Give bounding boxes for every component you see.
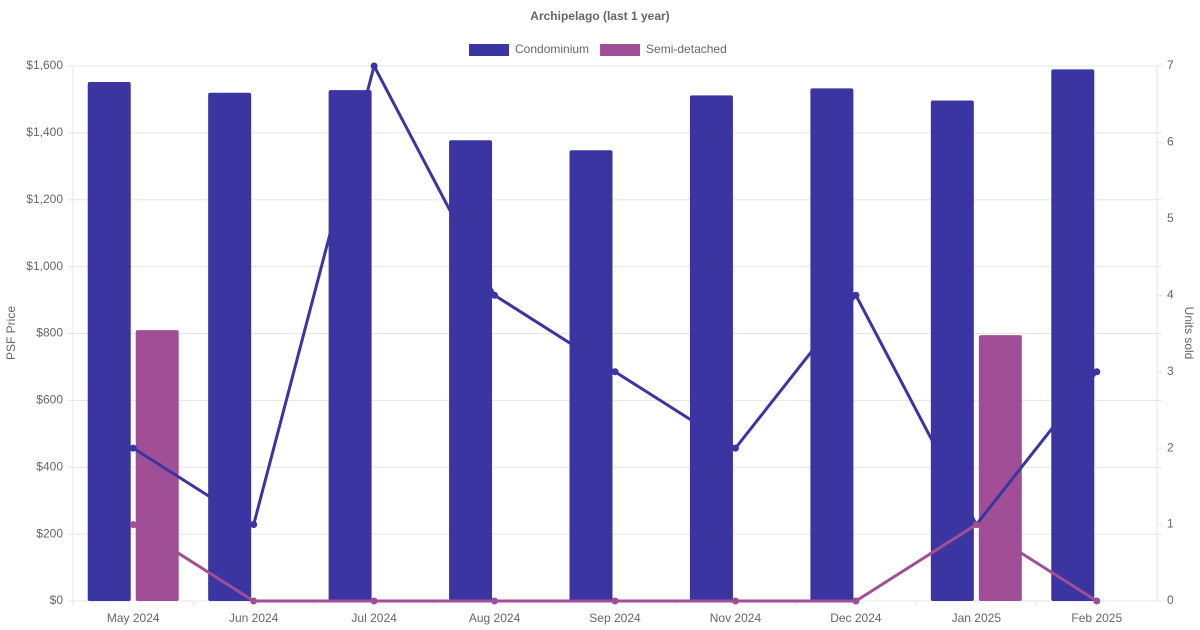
y2-tick-label: 1 (1167, 517, 1174, 531)
y2-tick-label: 6 (1167, 135, 1174, 149)
legend-swatch (600, 44, 641, 56)
line-point (1093, 368, 1101, 376)
x-tick-label: Feb 2025 (1071, 611, 1122, 625)
bar (569, 150, 613, 601)
line-point (611, 368, 619, 376)
line-point (611, 597, 619, 605)
x-tick-label: Nov 2024 (710, 611, 762, 625)
bar (449, 140, 493, 601)
bar (328, 90, 372, 601)
y2-tick-label: 2 (1167, 440, 1174, 454)
line-point (852, 597, 860, 605)
line-point (972, 521, 980, 529)
y-tick-label: $1,400 (26, 125, 63, 139)
bar (689, 95, 733, 602)
chart-title: Archipelago (last 1 year) (530, 9, 669, 23)
x-tick-label: Sep 2024 (589, 611, 641, 625)
line-point (250, 597, 258, 605)
line-point (129, 521, 137, 529)
x-tick-label: Jul 2024 (351, 611, 397, 625)
bar (978, 335, 1022, 601)
y2-tick-label: 5 (1167, 211, 1174, 225)
y-tick-label: $0 (50, 593, 64, 607)
y-tick-label: $400 (36, 459, 63, 473)
y-tick-label: $1,600 (26, 58, 63, 72)
line-point (491, 597, 499, 605)
bar (135, 330, 179, 601)
bar (87, 82, 131, 602)
line-point (370, 62, 378, 70)
bar (810, 88, 854, 601)
y-tick-label: $1,200 (26, 192, 63, 206)
line-point (731, 597, 739, 605)
line-point (250, 521, 258, 529)
y2-tick-label: 3 (1167, 364, 1174, 378)
line-point (491, 291, 499, 299)
legend-label: Semi-detached (646, 42, 727, 56)
line-point (852, 291, 860, 299)
x-tick-label: May 2024 (107, 611, 160, 625)
y-tick-label: $200 (36, 526, 63, 540)
legend-label: Condominium (515, 42, 589, 56)
y2-tick-label: 0 (1167, 593, 1174, 607)
x-tick-label: Jun 2024 (229, 611, 279, 625)
y2-axis-title: Units sold (1182, 307, 1196, 360)
legend-swatch (469, 44, 509, 56)
bar (1051, 69, 1095, 601)
bar (930, 100, 974, 602)
line-point (1093, 597, 1101, 605)
line-point (129, 444, 137, 452)
y2-tick-label: 7 (1167, 58, 1174, 72)
y2-tick-label: 4 (1167, 287, 1174, 301)
y-tick-label: $600 (36, 393, 63, 407)
bar (208, 92, 252, 601)
line-point (370, 597, 378, 605)
y-tick-label: $800 (36, 326, 63, 340)
y-axis-title: PSF Price (4, 306, 18, 360)
x-tick-label: Dec 2024 (830, 611, 882, 625)
x-tick-label: Aug 2024 (469, 611, 521, 625)
line-point (731, 444, 739, 452)
x-tick-label: Jan 2025 (952, 611, 1002, 625)
y-tick-label: $1,000 (26, 259, 63, 273)
